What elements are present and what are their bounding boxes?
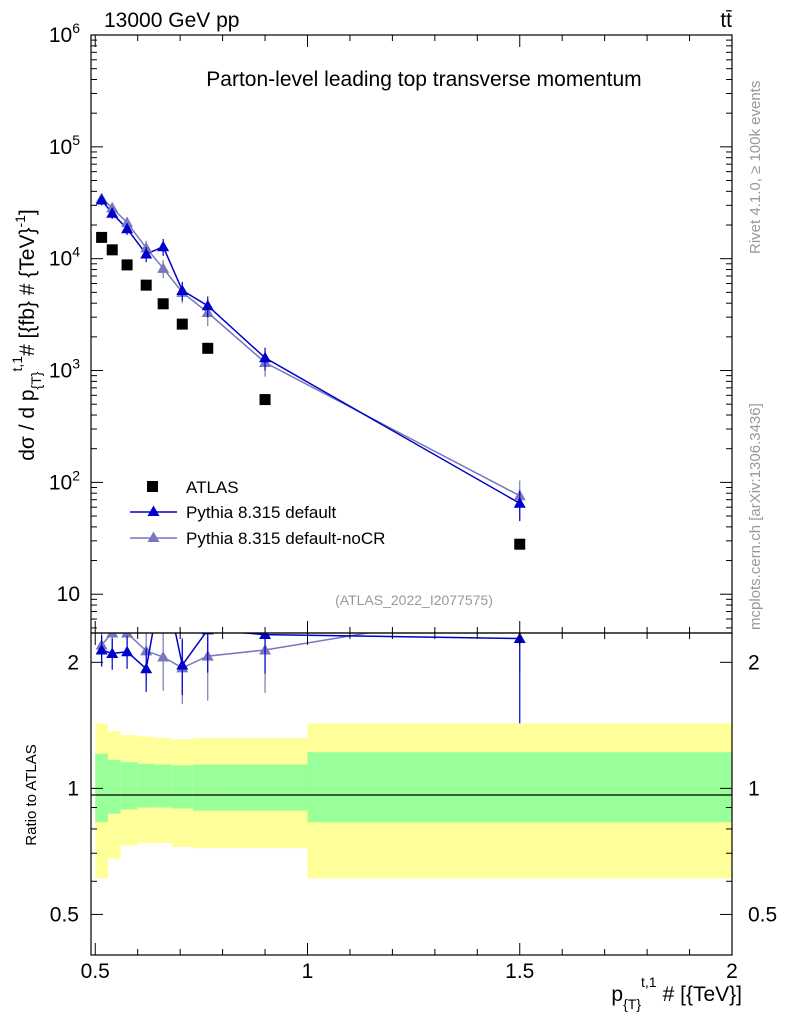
- legend: ATLAS Pythia 8.315 default Pythia 8.315 …: [130, 478, 385, 548]
- energy-label: 13000 GeV pp: [104, 9, 239, 32]
- ratio-marker: [121, 633, 134, 638]
- ratio-marker: [514, 602, 526, 613]
- ratio-band-inner: [154, 764, 172, 808]
- ratio-marker: [157, 650, 170, 662]
- ratio-band-inner: [171, 765, 193, 809]
- x-tick-label: 1.5: [505, 960, 534, 983]
- ratio-uncertainty-bands: [95, 723, 732, 879]
- ratio-y-axis-label: Ratio to ATLAS: [23, 744, 40, 845]
- main-atlas-marker: [121, 259, 133, 271]
- main-atlas-marker: [157, 298, 169, 310]
- ratio-marker: [176, 659, 189, 670]
- main-mc-marker: [176, 284, 189, 295]
- ratio-frame: [90, 632, 733, 956]
- main-mc-marker: [259, 351, 272, 363]
- main-mc-marker: [121, 222, 134, 234]
- x-tick-label: 1: [302, 960, 314, 983]
- ratio-y-tick-label-right: 2: [748, 651, 760, 674]
- main-atlas-marker: [106, 244, 118, 256]
- legend-nocr-label: Pythia 8.315 default-noCR: [186, 529, 385, 548]
- ratio-clipped-group: [95, 568, 526, 724]
- ratio-marker: [140, 662, 153, 674]
- x-axis-label: p{T}t,1# [{TeV}]: [611, 974, 742, 1012]
- legend-default-label: Pythia 8.315 default: [186, 503, 337, 522]
- ratio-band-inner: [192, 764, 223, 811]
- ratio-band-inner: [222, 764, 308, 811]
- main-mc-marker: [95, 193, 108, 205]
- x-tick-label: 0.5: [81, 960, 110, 983]
- ratio-ticks: 0.5 0.5 1 1 2 2 0.5 1 1.5 2: [50, 633, 777, 983]
- rivet-label: Rivet 4.1.0, ≥ 100k events: [747, 81, 764, 254]
- main-panel: 10 102 103 104 105 106 Parton-level leading t…: [9, 20, 733, 634]
- main-atlas-marker: [514, 538, 526, 550]
- ratio-marker: [106, 647, 119, 658]
- main-y-tick-label: 104: [49, 244, 80, 271]
- ratio-y-tick-label-left: 2: [67, 651, 79, 674]
- ratio-y-tick-label-right: 0.5: [748, 903, 777, 926]
- legend-atlas-marker: [147, 481, 158, 492]
- legend-atlas-label: ATLAS: [186, 478, 239, 497]
- main-mc-marker: [157, 240, 170, 252]
- main-atlas-marker: [202, 342, 214, 354]
- ratio-band-inner: [107, 759, 121, 814]
- main-mc-marker: [140, 248, 153, 259]
- main-y-tick-label: 105: [49, 132, 80, 159]
- ratio-marker: [95, 644, 108, 655]
- main-y-ticks: 10 102 103 104 105 106: [49, 20, 732, 629]
- main-atlas-marker: [176, 318, 188, 330]
- legend-nocr-marker: [147, 531, 160, 542]
- main-series: [95, 192, 526, 550]
- main-mc-marker: [157, 262, 170, 273]
- main-y-axis-label: dσ / d p{T}t,1# [{fb} # {TeV}-1]: [9, 209, 44, 461]
- main-atlas-marker: [259, 394, 271, 406]
- main-y-tick-label: 103: [49, 356, 80, 383]
- main-mc-marker: [106, 201, 119, 213]
- main-mc-marker: [513, 497, 526, 508]
- ratio-y-tick-label-right: 1: [748, 777, 760, 800]
- process-label: tt̄: [720, 9, 732, 32]
- legend-default-marker: [147, 505, 160, 516]
- ratio-marker: [121, 645, 134, 657]
- ratio-y-tick-label-left: 1: [67, 777, 79, 800]
- main-mc-marker: [201, 299, 214, 311]
- ratio-band-inner: [137, 763, 155, 808]
- ratio-series: [95, 568, 526, 724]
- main-mc-marker: [106, 207, 119, 218]
- main-atlas-marker: [96, 231, 108, 243]
- main-y-tick-label: 10: [57, 583, 80, 606]
- x-tick-label: 2: [726, 960, 738, 983]
- mcplots-label: mcplots.cern.ch [arXiv:1306.3436]: [747, 403, 764, 630]
- ratio-band-inner: [307, 752, 732, 823]
- main-y-tick-label: 106: [49, 20, 80, 47]
- ratio-panel: 0.5 0.5 1 1 2 2 0.5 1 1.5 2 Ratio to ATLAS p{T}t,…: [23, 568, 777, 1012]
- ratio-marker: [106, 633, 119, 638]
- ratio-y-tick-label-left: 0.5: [50, 903, 79, 926]
- ratio-band-inner: [120, 762, 138, 810]
- ratio-marker: [157, 568, 169, 579]
- analysis-label: (ATLAS_2022_I2077575): [335, 592, 493, 608]
- main-mc-marker: [121, 216, 134, 228]
- chart-title: Parton-level leading top transverse mome…: [206, 68, 641, 91]
- main-atlas-marker: [140, 279, 152, 291]
- main-y-tick-label: 102: [49, 467, 80, 494]
